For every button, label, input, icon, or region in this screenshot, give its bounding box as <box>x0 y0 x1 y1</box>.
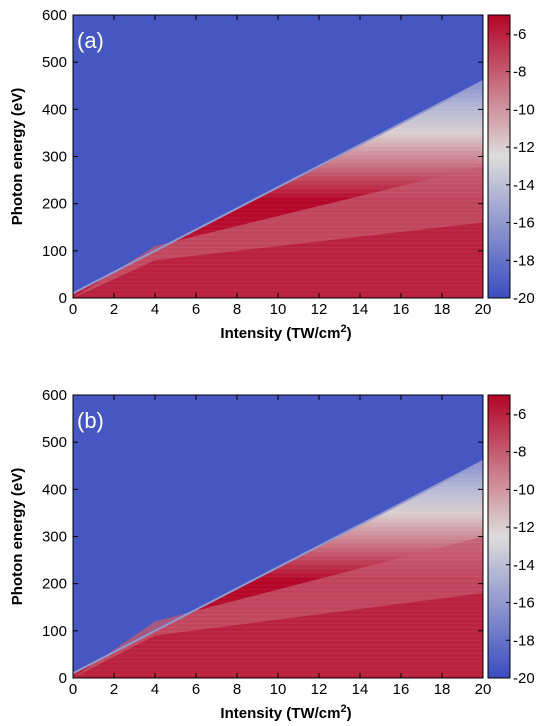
chart-panel-a: 0 2 4 6 8 10 12 14 16 18 200100200300400500600Inte… <box>9 7 535 342</box>
x-tick-label: 10 <box>270 681 287 698</box>
y-tick-label: 200 <box>42 196 67 213</box>
x-tick-label: 0 <box>69 681 77 698</box>
y-axis-label: Photon energy (eV) <box>9 468 26 606</box>
cutoff-edge <box>72 460 484 675</box>
y-tick-label: 100 <box>42 243 67 260</box>
colorbar-tick-label: -18 <box>513 632 535 649</box>
x-tick-label: 6 <box>192 681 200 698</box>
y-tick-label: 300 <box>42 529 67 546</box>
colorbar-tick-label: -16 <box>513 595 535 612</box>
y-tick-label: 0 <box>59 670 67 687</box>
x-tick-label: 18 <box>434 681 451 698</box>
colorbar-tick-label: -8 <box>513 64 526 81</box>
x-tick-label: 10 <box>270 301 287 318</box>
colorbar-tick-label: -6 <box>513 406 526 423</box>
x-tick-label: 16 <box>393 301 410 318</box>
colorbar-tick-label: -20 <box>513 290 535 307</box>
colorbar-tick-label: -10 <box>513 101 535 118</box>
colorbar-tick-label: -16 <box>513 215 535 232</box>
cutoff-edge <box>72 80 484 295</box>
x-tick-label: 14 <box>352 301 369 318</box>
x-tick-label: 4 <box>151 301 159 318</box>
colorbar <box>487 394 511 679</box>
x-tick-label: 14 <box>352 681 369 698</box>
colorbar-tick-label: -20 <box>513 670 535 687</box>
x-tick-label: 18 <box>434 301 451 318</box>
colorbar-tick-label: -10 <box>513 481 535 498</box>
y-tick-label: 300 <box>42 149 67 166</box>
y-tick-label: 400 <box>42 481 67 498</box>
x-tick-label: 8 <box>233 301 241 318</box>
y-tick-label: 500 <box>42 434 67 451</box>
chart-panel-b: 0 2 4 6 8 10 12 14 16 18 200100200300400500600Inte… <box>9 387 535 722</box>
x-tick-label: 20 <box>475 301 492 318</box>
panel-label: (b) <box>77 408 104 433</box>
colorbar-tick-label: -18 <box>513 252 535 269</box>
colorbar-tick-label: -14 <box>513 177 535 194</box>
x-axis-label: Intensity (TW/cm2) <box>220 323 351 342</box>
y-tick-label: 500 <box>42 54 67 71</box>
colorbar-tick-label: -12 <box>513 139 535 156</box>
y-tick-label: 600 <box>42 7 67 24</box>
x-tick-label: 12 <box>311 681 328 698</box>
colorbar-tick-label: -14 <box>513 557 535 574</box>
colorbar-tick-label: -12 <box>513 519 535 536</box>
y-tick-label: 200 <box>42 576 67 593</box>
y-tick-label: 0 <box>59 290 67 307</box>
colorbar-tick-label: -6 <box>513 26 526 43</box>
y-tick-label: 100 <box>42 623 67 640</box>
x-axis-label: Intensity (TW/cm2) <box>220 703 351 722</box>
x-tick-label: 4 <box>151 681 159 698</box>
x-tick-label: 16 <box>393 681 410 698</box>
x-tick-label: 2 <box>110 681 118 698</box>
y-tick-label: 600 <box>42 387 67 404</box>
x-tick-label: 12 <box>311 301 328 318</box>
x-tick-label: 6 <box>192 301 200 318</box>
colorbar <box>487 14 511 299</box>
y-tick-label: 400 <box>42 101 67 118</box>
x-tick-label: 2 <box>110 301 118 318</box>
x-tick-label: 0 <box>69 301 77 318</box>
strong-plateau-band <box>73 593 483 678</box>
y-axis-label: Photon energy (eV) <box>9 88 26 226</box>
x-tick-label: 8 <box>233 681 241 698</box>
strong-plateau-band <box>73 222 483 298</box>
colorbar-tick-label: -8 <box>513 444 526 461</box>
panel-label: (a) <box>77 28 104 53</box>
x-tick-label: 20 <box>475 681 492 698</box>
